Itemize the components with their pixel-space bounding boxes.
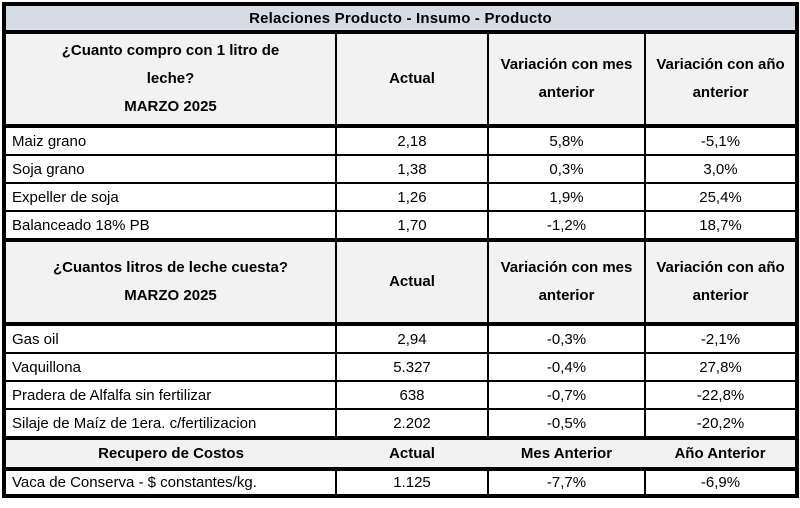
column-header-actual: Actual [336,436,488,471]
table-row: Vaca de Conserva - $ constantes/kg. 1.12… [3,468,799,497]
section1-header-question-cell: ¿Cuanto compro con 1 litro de leche? MAR… [3,30,337,128]
value-variacion-anio: -22,8% [643,380,799,410]
value-variacion-anio: 25,4% [643,182,799,212]
row-label: Vaquillona [3,352,337,382]
value-variacion-anio: 27,8% [643,352,799,382]
row-label: Gas oil [3,323,337,354]
value-variacion-anio: 3,0% [643,154,799,184]
row-label: Expeller de soja [3,182,337,212]
section2-header-question-cell: ¿Cuantos litros de leche cuesta? MARZO 2… [3,238,337,326]
column-header-mes-anterior: Mes Anterior [488,436,645,471]
value-actual: 638 [335,380,489,410]
value-variacion-anio: 18,7% [643,210,799,241]
column-header-actual: Actual [335,238,489,326]
value-variacion-mes: -1,2% [487,210,646,241]
column-header-actual: Actual [335,30,489,128]
section2-header-row: ¿Cuantos litros de leche cuesta? MARZO 2… [3,238,799,326]
row-label: Vaca de Conserva - $ constantes/kg. [3,468,337,497]
recupero-header-label: Recupero de Costos [4,436,336,471]
value-variacion-mes: -0,7% [487,380,646,410]
value-variacion-anio: -20,2% [643,408,799,439]
relaciones-table: Relaciones Producto - Insumo - Producto … [2,2,800,498]
value-actual: 1.125 [335,468,489,497]
table-row: Balanceado 18% PB 1,70 -1,2% 18,7% [3,210,799,241]
section2-question: ¿Cuantos litros de leche cuesta? [52,259,289,277]
row-label: Pradera de Alfalfa sin fertilizar [3,380,337,410]
column-header-variacion-mes: Variación con mes anterior [487,238,646,326]
recupero-header-row: Recupero de Costos Actual Mes Anterior A… [4,436,798,471]
row-label: Soja grano [3,154,337,184]
table-title: Relaciones Producto - Insumo - Producto [2,3,799,34]
value-variacion-anio: -2,1% [643,323,799,354]
value-anio-anterior: -6,9% [643,468,799,497]
value-actual: 1,26 [335,182,489,212]
table-row: Gas oil 2,94 -0,3% -2,1% [3,323,799,354]
column-header-variacion-anio: Variación con año anterior [643,30,799,128]
value-actual: 2.202 [335,408,489,439]
column-header-variacion-anio: Variación con año anterior [643,238,799,326]
table-row: Vaquillona 5.327 -0,4% 27,8% [3,352,799,382]
table-row: Pradera de Alfalfa sin fertilizar 638 -0… [3,380,799,410]
row-label: Silaje de Maíz de 1era. c/fertilizacion [3,408,337,439]
value-actual: 2,94 [335,323,489,354]
value-variacion-mes: 0,3% [487,154,646,184]
value-variacion-mes: 5,8% [487,125,646,156]
value-actual: 5.327 [335,352,489,382]
section1-question: ¿Cuanto compro con 1 litro de leche? [61,42,280,88]
value-variacion-mes: 1,9% [487,182,646,212]
value-variacion-mes: -0,5% [487,408,646,439]
section2-period: MARZO 2025 [124,287,217,304]
row-label: Maiz grano [3,125,337,156]
value-mes-anterior: -7,7% [487,468,646,497]
section1-period: MARZO 2025 [124,97,217,115]
table-row: Maiz grano 2,18 5,8% -5,1% [3,125,799,156]
row-label: Balanceado 18% PB [3,210,337,241]
section1-header-row: ¿Cuanto compro con 1 litro de leche? MAR… [3,30,799,128]
table-row: Soja grano 1,38 0,3% 3,0% [3,154,799,184]
table-row: Expeller de soja 1,26 1,9% 25,4% [3,182,799,212]
value-actual: 1,38 [335,154,489,184]
value-variacion-anio: -5,1% [643,125,799,156]
table-row: Silaje de Maíz de 1era. c/fertilizacion … [3,408,799,439]
value-variacion-mes: -0,3% [487,323,646,354]
value-actual: 2,18 [335,125,489,156]
column-header-variacion-mes: Variación con mes anterior [487,30,646,128]
title-row: Relaciones Producto - Insumo - Producto [2,3,799,34]
column-header-anio-anterior: Año Anterior [645,436,798,471]
value-actual: 1,70 [335,210,489,241]
value-variacion-mes: -0,4% [487,352,646,382]
